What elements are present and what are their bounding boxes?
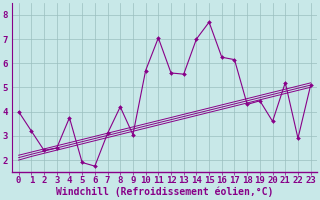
X-axis label: Windchill (Refroidissement éolien,°C): Windchill (Refroidissement éolien,°C) (56, 187, 273, 197)
